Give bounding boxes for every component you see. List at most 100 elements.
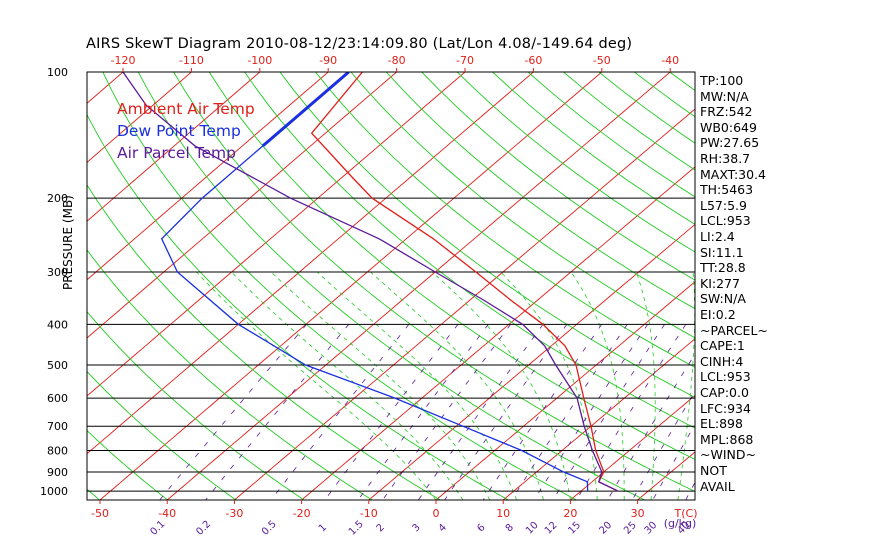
dry-adiabat-line: [385, 72, 695, 310]
dewpoint-temp-line: [160, 72, 589, 492]
top-temp-tick-label: -120: [111, 54, 136, 67]
index-item: CAP:0.0: [700, 385, 749, 400]
index-item: MPL:868: [700, 431, 754, 447]
moist-adiabat-line: [196, 271, 437, 500]
dry-adiabat-line: [87, 488, 100, 500]
isotherm-line: [839, 72, 870, 500]
dry-adiabat-line: [102, 72, 577, 500]
index-item: EL:898: [700, 416, 743, 432]
moist-adiabat-line: [677, 271, 695, 500]
bottom-temp-tick-label: 0: [433, 507, 440, 520]
mixing-ratio-line: [382, 324, 511, 500]
isotherm-line: [368, 223, 695, 500]
moist-adiabat-line: [370, 271, 544, 500]
mixing-ratio-label: 12: [543, 520, 560, 537]
index-item: AVAIL: [700, 478, 735, 494]
top-temp-tick-label: -100: [247, 54, 272, 67]
moist-adiabat-line: [316, 271, 517, 500]
dry-adiabat-line: [812, 72, 870, 500]
mixing-ratio-label: 10: [524, 520, 541, 537]
mixing-ratio-line: [511, 324, 628, 500]
moist-adiabat-line: [270, 271, 491, 500]
mixing-ratio-label: 20: [597, 520, 614, 537]
mixing-ratio-line: [270, 324, 410, 500]
index-item: SW:N/A: [700, 291, 746, 307]
isotherm-line: [301, 166, 695, 500]
bottom-temp-tick-label: 10: [496, 507, 510, 520]
top-temp-tick-label: -50: [593, 54, 611, 67]
dry-adiabat-line: [87, 429, 168, 500]
mixing-ratio-label: 0.1: [148, 519, 167, 538]
index-item: SI:11.1: [700, 244, 744, 260]
mixing-ratio-label: 30: [643, 520, 660, 537]
isotherm-line: [166, 72, 671, 500]
index-item: CINH:4: [700, 353, 744, 369]
dry-adiabat-line: [87, 113, 509, 500]
ambient-temp-line: [310, 72, 619, 492]
mixing-ratio-label: 6: [475, 522, 487, 534]
isotherm-line: [87, 72, 534, 455]
dry-adiabat-line: [173, 72, 695, 492]
dry-adiabat-line: [87, 184, 441, 500]
mixing-ratio-label: 1: [317, 522, 329, 534]
isotherm-line: [99, 72, 603, 500]
bottom-temp-tick-label: -30: [225, 507, 243, 520]
index-item: LFC:934: [700, 400, 751, 416]
dry-adiabat-line: [776, 72, 870, 500]
y-axis-label: PRESSURE (MB): [61, 195, 75, 290]
index-item: TT:28.8: [700, 260, 746, 276]
isotherm-line: [87, 72, 466, 397]
index-item: ~WIND~: [700, 447, 756, 463]
mixing-ratio-label: 8: [504, 522, 516, 534]
pressure-tick-label: 800: [47, 445, 68, 458]
mixing-ratio-line: [607, 353, 695, 500]
mixing-ratio-line: [357, 324, 489, 500]
mixing-ratio-label: 2: [375, 522, 387, 534]
legend-parcel: Air Parcel Temp: [117, 144, 236, 162]
pressure-tick-label: 400: [47, 318, 68, 331]
mixing-ratio-label: 3: [410, 522, 422, 534]
dry-adiabat-line: [456, 72, 695, 253]
moist-adiabat-line: [635, 271, 656, 500]
index-item: MAXT:30.4: [700, 166, 766, 182]
isotherm-line: [234, 108, 695, 500]
isotherm-line: [637, 451, 695, 500]
index-item: TH:5463: [700, 182, 754, 198]
isotherm-line: [87, 72, 397, 339]
dry-adiabat-line: [847, 72, 870, 500]
chart-title: AIRS SkewT Diagram 2010-08-12/23:14:09.8…: [86, 36, 633, 52]
top-temp-tick-label: -90: [319, 54, 337, 67]
index-item: KI:277: [700, 275, 740, 291]
pressure-tick-label: 900: [47, 466, 68, 479]
index-item: WB0:649: [700, 119, 757, 135]
mixing-ratio-label: 4: [437, 522, 449, 534]
pressure-tick-label: 600: [47, 392, 68, 405]
index-item: NOT: [700, 463, 727, 478]
pressure-tick-label: 500: [47, 359, 68, 372]
bottom-temp-tick-label: -20: [293, 507, 311, 520]
index-item: TP:100: [700, 73, 744, 88]
index-item: PW:27.65: [700, 135, 760, 151]
mixing-ratio-unit-label: (g/kg): [664, 517, 697, 530]
dry-adiabat-line: [741, 72, 870, 500]
isotherm-line: [772, 72, 870, 500]
top-temp-tick-label: -70: [456, 54, 474, 67]
index-item: FRZ:542: [700, 104, 753, 120]
mixing-ratio-line: [533, 324, 649, 500]
legend-dewpoint: Dew Point Temp: [117, 122, 241, 140]
mixing-ratio-label: 25: [622, 520, 639, 537]
dry-adiabat-line: [492, 72, 695, 225]
mixing-ratio-line: [576, 324, 687, 500]
dry-adiabat-line: [208, 72, 695, 460]
dry-adiabat-line: [350, 72, 695, 339]
moist-adiabat-line: [500, 271, 598, 500]
index-item: EI:0.2: [700, 307, 736, 322]
bottom-temp-tick-label: -40: [158, 507, 176, 520]
isotherm-line: [0, 72, 55, 500]
index-item: LCL:953: [700, 369, 751, 385]
top-temp-tick-label: -80: [388, 54, 406, 67]
mixing-ratio-label: 0.5: [260, 519, 279, 538]
mixing-ratio-label: 0.2: [194, 519, 213, 538]
dry-adiabat-line: [244, 72, 695, 429]
